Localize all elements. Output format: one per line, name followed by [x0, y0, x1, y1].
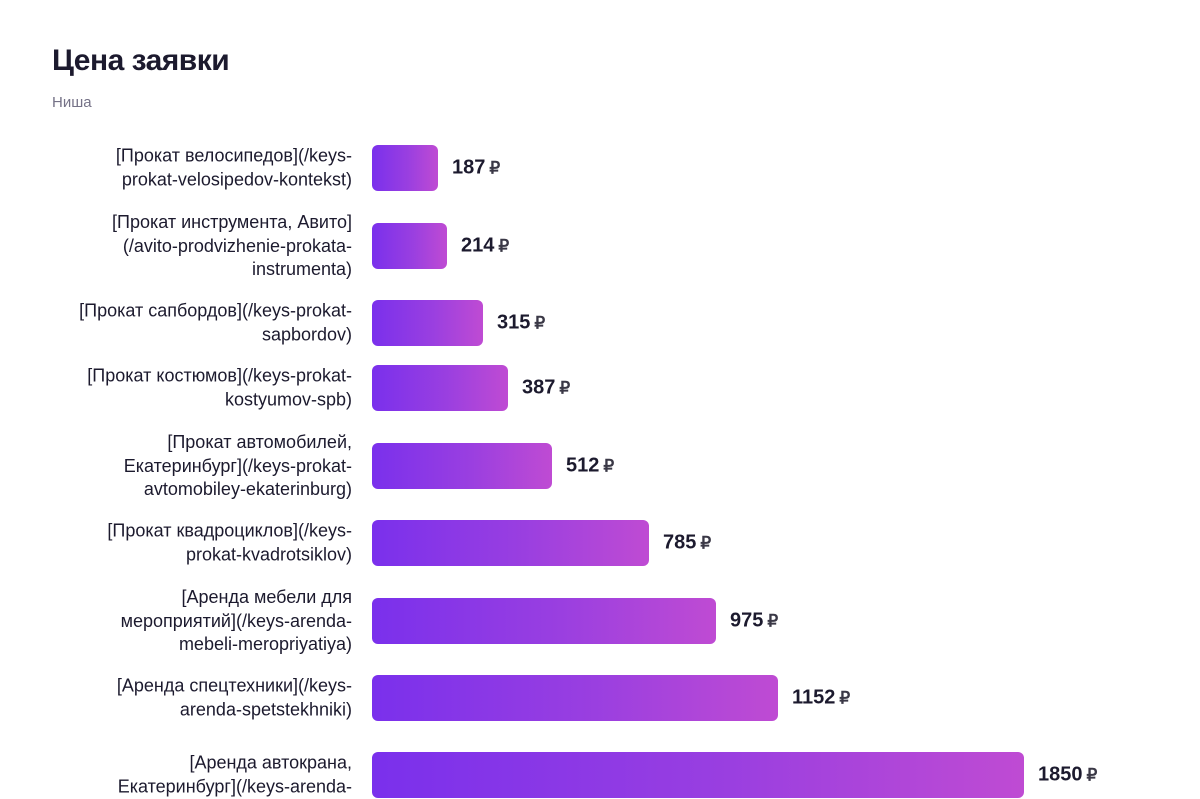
- value-label: 512 ₽: [566, 455, 614, 478]
- category-label-line: [Прокат инструмента, Авито]: [112, 211, 352, 232]
- currency-symbol: ₽: [603, 456, 615, 476]
- bar: [372, 300, 483, 346]
- currency-symbol: ₽: [1086, 765, 1098, 785]
- category-label: [Прокат квадроциклов](/keys-prokat-kvadr…: [52, 520, 352, 567]
- category-label-line: [Аренда спецтехники](/keys-: [116, 675, 352, 696]
- value-label: 785 ₽: [663, 532, 711, 555]
- value-label: 387 ₽: [522, 377, 570, 400]
- category-label: [Аренда автокрана, Екатеринбург](/keys-ar…: [52, 752, 352, 799]
- currency-symbol: ₽: [700, 533, 712, 553]
- category-label-line: [Прокат велосипедов](/keys-: [115, 145, 352, 166]
- currency-symbol: ₽: [767, 611, 779, 631]
- currency-symbol: ₽: [489, 158, 501, 178]
- value-number: 315: [497, 311, 531, 334]
- bar: [372, 520, 649, 566]
- category-label-line: mebeli-meropriyatiya): [178, 633, 352, 654]
- currency-symbol: ₽: [534, 313, 546, 333]
- category-label-line: [Аренда автокрана,: [189, 752, 352, 773]
- category-label-line: prokat-velosipedov-kontekst): [121, 169, 352, 189]
- bar: [372, 223, 447, 269]
- value-number: 1152: [792, 686, 836, 709]
- value-label: 315 ₽: [497, 312, 545, 335]
- value-number: 785: [663, 531, 697, 554]
- category-label-line: prokat-kvadrotsiklov): [185, 544, 352, 564]
- value-label: 1850 ₽: [1038, 764, 1097, 787]
- category-label-line: instrumenta): [251, 258, 352, 279]
- value-number: 214: [461, 234, 495, 257]
- value-label: 1152 ₽: [792, 687, 850, 710]
- value-number: 512: [566, 454, 600, 477]
- category-label-line: [Прокат автомобилей,: [167, 431, 352, 452]
- value-label: 187 ₽: [452, 157, 500, 180]
- value-number: 387: [522, 376, 556, 399]
- category-label: [Прокат велосипедов](/keys-prokat-velosi…: [52, 145, 352, 192]
- bar: [372, 443, 552, 489]
- category-label-line: мероприятий](/keys-arenda-: [120, 610, 352, 631]
- value-label: 975 ₽: [730, 610, 778, 633]
- bar: [372, 145, 438, 191]
- category-label-line: (/avito-prodvizhenie-prokata-: [122, 235, 352, 256]
- category-label: [Прокат костюмов](/keys-prokat-kostyumov…: [52, 365, 352, 412]
- currency-symbol: ₽: [559, 378, 571, 398]
- category-label: [Прокат сапбордов](/keys-prokat-sapbordo…: [52, 300, 352, 347]
- category-label-line: [Прокат квадроциклов](/keys-: [107, 520, 352, 541]
- bar: [372, 365, 508, 411]
- category-label: [Прокат инструмента, Авито] (/avito-prodv…: [52, 211, 352, 282]
- value-number: 187: [452, 156, 486, 179]
- value-number: 1850: [1038, 763, 1083, 786]
- category-label-line: [Аренда мебели для: [181, 586, 353, 607]
- chart-subtitle: Ниша: [52, 94, 92, 111]
- bar: [372, 598, 716, 644]
- category-label: [Аренда спецтехники](/keys-arenda-spetst…: [52, 675, 352, 722]
- bar: [372, 675, 778, 721]
- category-label-line: arenda-spetstekhniki): [179, 699, 352, 719]
- currency-symbol: ₽: [498, 236, 510, 256]
- currency-symbol: ₽: [839, 688, 851, 708]
- value-label: 214 ₽: [461, 235, 509, 258]
- category-label: [Прокат автомобилей, Екатеринбург](/keys-…: [52, 431, 352, 502]
- category-label-line: [Прокат сапбордов](/keys-prokat-: [79, 300, 352, 321]
- value-number: 975: [730, 609, 764, 632]
- category-label-line: kostyumov-spb): [224, 389, 352, 409]
- chart-title: Цена заявки: [52, 44, 230, 77]
- bar: [372, 752, 1024, 798]
- bar-chart: [Прокат велосипедов](/keys-prokat-velosi…: [52, 145, 1097, 798]
- category-label: [Аренда мебели для мероприятий](/keys-are…: [52, 586, 352, 657]
- category-label-line: sapbordov): [261, 324, 352, 344]
- category-label-line: Екатеринбург](/keys-prokat-: [123, 455, 352, 476]
- category-label-line: avtomobiley-ekaterinburg): [143, 478, 352, 499]
- category-label-line: Екатеринбург](/keys-arenda-: [117, 776, 352, 796]
- category-label-line: [Прокат костюмов](/keys-prokat-: [87, 365, 352, 386]
